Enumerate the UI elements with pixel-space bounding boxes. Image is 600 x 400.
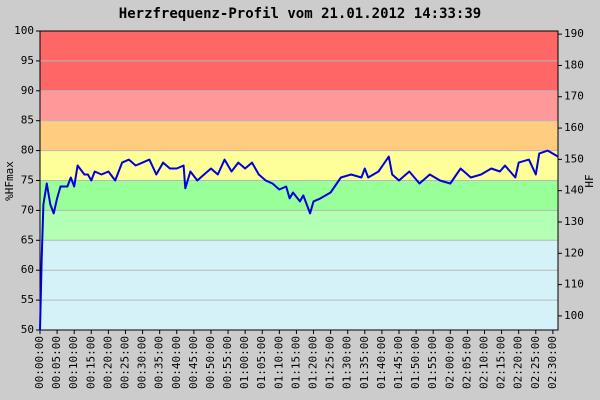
y-axis-label: %HFmax [3,161,16,201]
y2-tick-label: 170 [564,90,584,103]
x-tick-label: 02:30:00 [546,336,559,389]
zone-band [40,180,558,211]
y2-tick-label: 110 [564,278,584,291]
x-tick-label: 01:45:00 [392,336,405,389]
zone-band [40,90,558,121]
x-tick-label: 00:15:00 [84,336,97,389]
y-tick-label: 70 [21,203,34,216]
x-tick-label: 01:25:00 [324,336,337,389]
y2-tick-label: 150 [564,152,584,165]
x-tick-label: 01:55:00 [426,336,439,389]
y-tick-label: 80 [21,144,34,157]
x-tick-label: 00:00:00 [33,336,46,389]
x-tick-label: 01:00:00 [238,336,251,389]
x-tick-label: 01:30:00 [341,336,354,389]
x-tick-label: 00:05:00 [50,336,63,389]
y-tick-label: 50 [21,323,34,336]
y-tick-label: 55 [21,293,34,306]
x-tick-label: 00:25:00 [118,336,131,389]
y2-tick-label: 160 [564,121,584,134]
zone-band [40,150,558,181]
y-tick-label: 100 [14,24,34,37]
y2-tick-label: 190 [564,27,584,40]
x-tick-label: 01:35:00 [358,336,371,389]
x-tick-label: 00:45:00 [187,336,200,389]
x-tick-label: 02:20:00 [512,336,525,389]
zone-band [40,120,558,151]
y-tick-label: 90 [21,84,34,97]
x-tick-label: 01:20:00 [307,336,320,389]
x-tick-label: 01:15:00 [289,336,302,389]
x-tick-label: 00:40:00 [170,336,183,389]
chart-title: Herzfrequenz-Profil vom 21.01.2012 14:33… [119,6,481,22]
zone-band [40,210,558,241]
zone-band [40,240,558,330]
x-tick-label: 00:20:00 [101,336,114,389]
y2-tick-label: 120 [564,246,584,259]
y2-axis-label: HF [583,174,596,187]
x-tick-label: 01:40:00 [375,336,388,389]
x-tick-label: 02:15:00 [495,336,508,389]
x-tick-label: 00:10:00 [67,336,80,389]
x-tick-label: 00:35:00 [153,336,166,389]
y-tick-label: 85 [21,114,34,127]
x-tick-label: 01:50:00 [409,336,422,389]
y-tick-label: 75 [21,174,34,187]
y2-tick-label: 100 [564,309,584,322]
x-tick-label: 02:25:00 [529,336,542,389]
x-tick-label: 00:50:00 [204,336,217,389]
x-tick-label: 02:00:00 [443,336,456,389]
y2-tick-label: 180 [564,58,584,71]
y-tick-label: 95 [21,54,34,67]
x-tick-label: 00:55:00 [221,336,234,389]
x-tick-label: 01:05:00 [255,336,268,389]
y-tick-label: 65 [21,233,34,246]
y2-tick-label: 140 [564,184,584,197]
y2-tick-label: 130 [564,215,584,228]
plot-frame [39,30,559,331]
y-tick-label: 60 [21,263,34,276]
hr-line [39,149,559,331]
x-tick-label: 02:10:00 [477,336,490,389]
x-tick-label: 00:30:00 [136,336,149,389]
x-tick-label: 01:10:00 [272,336,285,389]
x-tick-label: 02:05:00 [460,336,473,389]
